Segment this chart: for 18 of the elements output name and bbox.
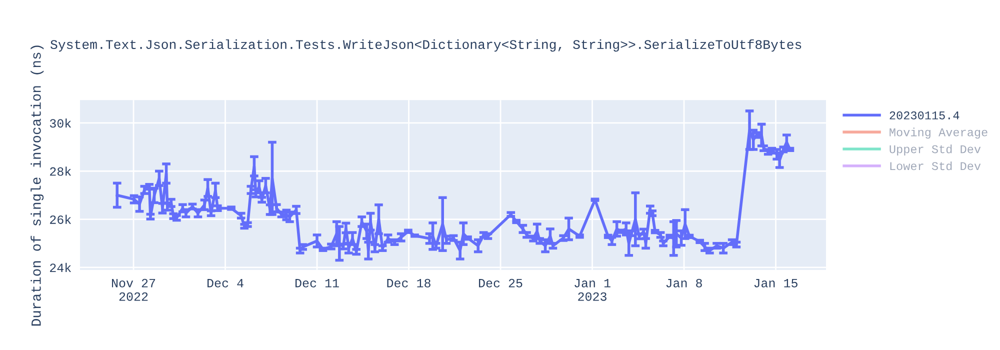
x-tick-label: Dec 4 [208, 279, 244, 288]
chart-title: System.Text.Json.Serialization.Tests.WriteJson<Dictionary<String, String>>.SerializeToUtf8Bytes [50, 39, 802, 52]
x-tick-label: Jan 1 2023 [574, 279, 610, 301]
y-tick-label: 30k [50, 118, 72, 128]
legend-label: Lower Std Dev [890, 161, 981, 170]
y-tick-label: 26k [50, 214, 72, 224]
x-tick-label: Dec 18 [387, 278, 430, 288]
x-tick-label: Dec 25 [478, 278, 522, 288]
legend-label: Moving Average [890, 128, 988, 139]
y-tick-label: 24k [50, 262, 72, 272]
y-tick-label: 28k [50, 166, 72, 176]
legend-label: 20230115.4 [890, 111, 960, 120]
x-tick-label: Nov 27 2022 [112, 278, 156, 301]
x-tick-label: Jan 8 [666, 278, 702, 288]
x-tick-label: Jan 15 [754, 279, 798, 288]
legend-label: Upper Std Dev [890, 144, 981, 156]
x-tick-label: Dec 11 [296, 279, 339, 288]
y-axis-title: Duration of single invocation (ns) [30, 46, 44, 326]
